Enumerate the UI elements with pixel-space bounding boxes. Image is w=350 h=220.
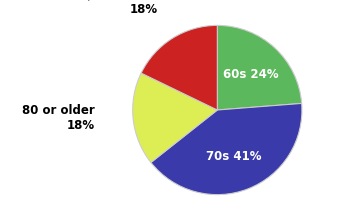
Text: 80 or older
18%: 80 or older 18%	[22, 104, 95, 132]
Wedge shape	[151, 103, 302, 195]
Wedge shape	[141, 25, 217, 110]
Text: Others / Unknown
18%: Others / Unknown 18%	[40, 0, 158, 16]
Wedge shape	[217, 25, 302, 110]
Text: 70s 41%: 70s 41%	[206, 150, 262, 163]
Wedge shape	[133, 73, 217, 162]
Text: 60s 24%: 60s 24%	[223, 68, 279, 81]
